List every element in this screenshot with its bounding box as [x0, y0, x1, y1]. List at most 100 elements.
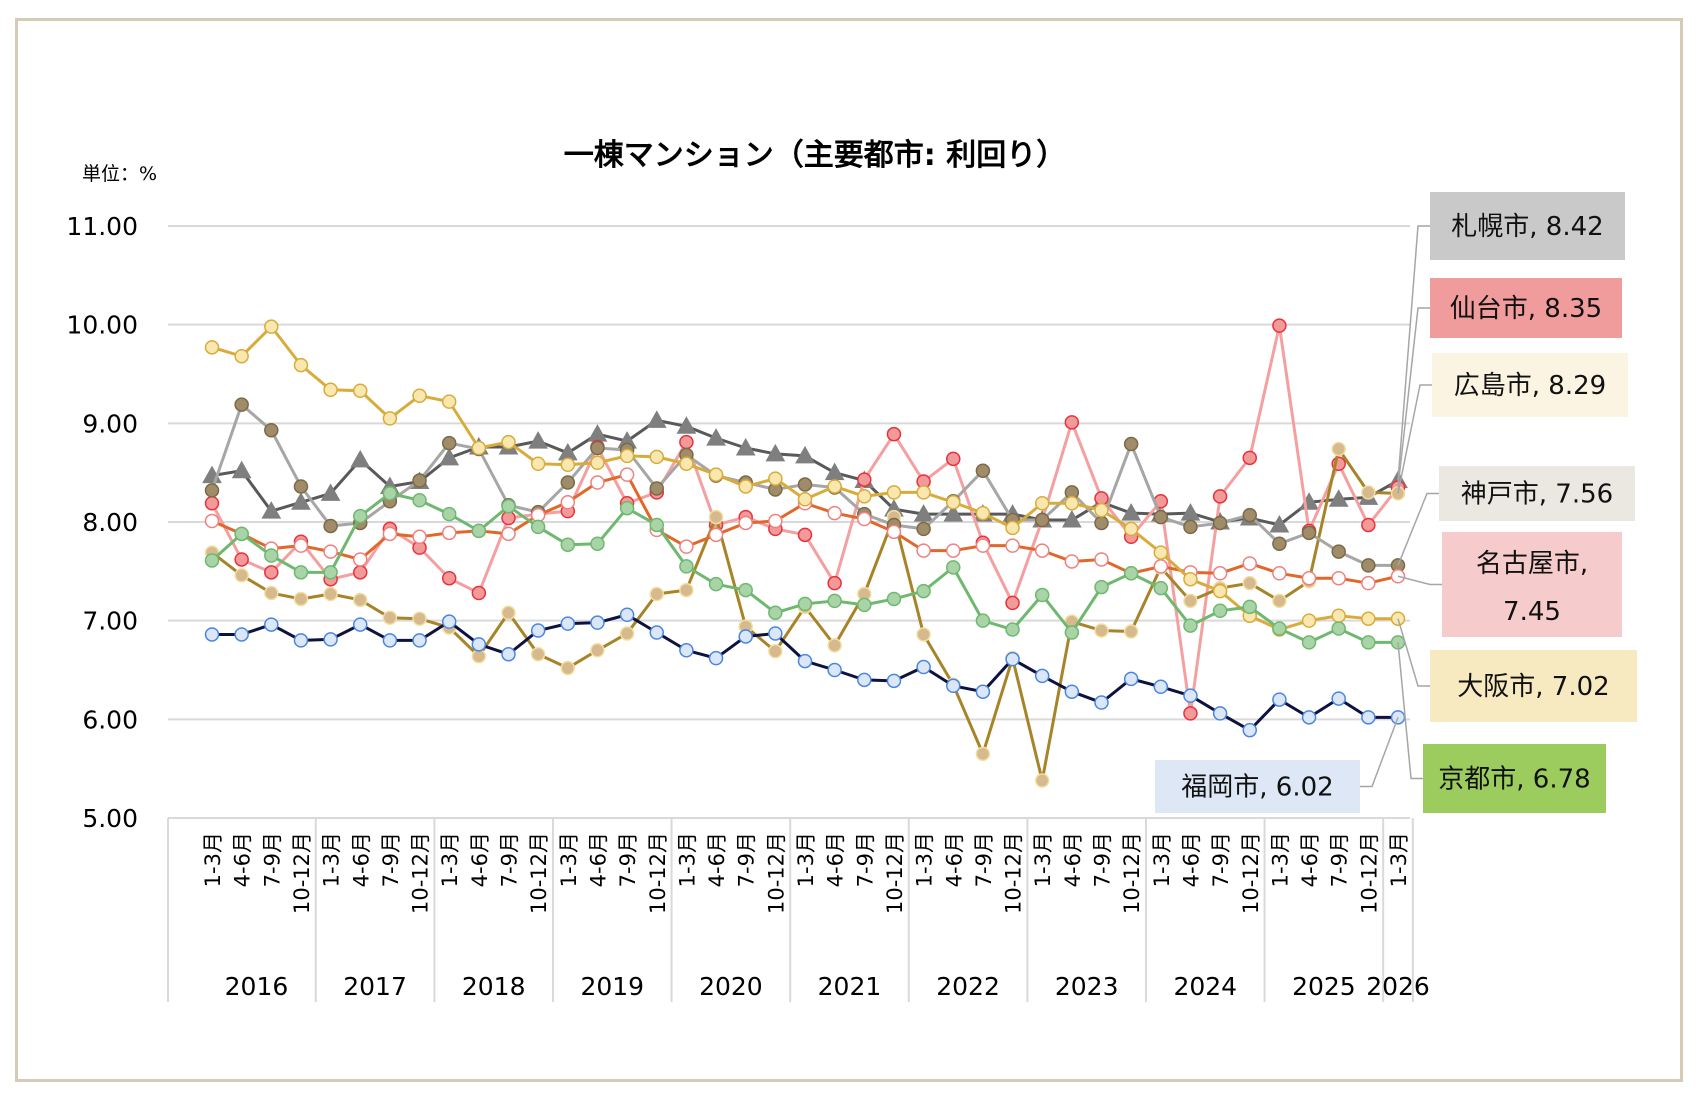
data-point — [1361, 575, 1376, 591]
data-point — [916, 583, 931, 599]
data-point — [679, 539, 694, 554]
data-point — [827, 575, 842, 591]
x-tick-label: 4-6月 — [349, 832, 373, 887]
data-point — [708, 527, 724, 543]
data-point — [1183, 571, 1198, 587]
data-point — [827, 638, 842, 653]
x-year-label: 2021 — [818, 972, 882, 1001]
data-point — [943, 504, 964, 522]
data-point — [441, 506, 457, 522]
data-point — [1361, 558, 1376, 573]
x-tick-label: 4-6月 — [1298, 832, 1322, 887]
data-point — [1034, 496, 1050, 511]
data-point — [1094, 515, 1109, 531]
x-tick-label: 10-12月 — [883, 832, 907, 914]
data-point — [1123, 566, 1139, 581]
data-point — [323, 565, 338, 580]
data-point — [946, 678, 961, 694]
data-point — [1153, 545, 1169, 560]
data-point — [1242, 575, 1257, 591]
data-point — [768, 471, 783, 486]
x-tick-label: 10-12月 — [1239, 832, 1263, 914]
data-point — [412, 611, 427, 626]
data-point — [1005, 622, 1020, 637]
y-tick-label: 10.00 — [66, 311, 138, 340]
data-point — [1034, 773, 1050, 788]
data-point — [1331, 570, 1346, 586]
data-point — [234, 568, 249, 583]
data-point — [1272, 692, 1287, 707]
data-point — [293, 565, 309, 580]
data-point — [231, 460, 252, 479]
data-point — [706, 428, 726, 446]
data-point — [382, 610, 398, 625]
label-box — [1430, 278, 1622, 338]
data-point — [1272, 536, 1287, 551]
data-point — [291, 492, 311, 510]
x-tick-label: 4-6月 — [1179, 832, 1203, 887]
data-point — [946, 560, 961, 575]
data-point — [1212, 583, 1228, 599]
data-point — [382, 486, 398, 501]
data-point — [738, 629, 753, 644]
x-tick-label: 7-9月 — [379, 832, 403, 887]
data-point — [412, 473, 427, 488]
data-point — [264, 585, 279, 601]
data-point — [471, 440, 487, 456]
data-point — [530, 519, 546, 535]
label-box — [1423, 744, 1606, 813]
data-point — [382, 633, 398, 648]
x-year-label: 2023 — [1055, 972, 1119, 1001]
data-point — [797, 477, 813, 492]
data-point — [1361, 611, 1376, 626]
data-point — [264, 548, 279, 563]
y-tick-label: 7.00 — [82, 607, 138, 636]
data-point — [1269, 514, 1290, 533]
data-point — [382, 526, 398, 542]
data-label-広島市: 広島市, 8.29 — [1397, 353, 1628, 494]
x-tick-label: 7-9月 — [260, 832, 284, 887]
data-point — [768, 644, 783, 659]
y-tick-label: 11.00 — [66, 212, 138, 241]
data-point — [1183, 519, 1198, 535]
x-tick-label: 7-9月 — [1209, 832, 1233, 887]
x-tick-label: 7-9月 — [498, 832, 522, 887]
x-tick-label: 4-6月 — [586, 832, 610, 887]
data-point — [857, 597, 872, 613]
data-point — [679, 456, 694, 472]
x-tick-label: 4-6月 — [824, 832, 848, 887]
data-point — [795, 445, 815, 464]
leader-line — [1397, 384, 1432, 494]
data-point — [439, 447, 460, 466]
data-point — [587, 424, 608, 442]
x-year-label: 2020 — [699, 972, 763, 1001]
data-point — [441, 570, 457, 586]
x-tick-label: 7-9月 — [616, 832, 640, 887]
data-label-福岡市: 福岡市, 6.02 — [1155, 717, 1399, 813]
data-point — [679, 559, 694, 574]
data-label-札幌市: 札幌市, 8.42 — [1397, 192, 1625, 481]
data-point — [530, 646, 546, 662]
data-point — [320, 483, 341, 501]
data-point — [1361, 485, 1376, 500]
data-point — [708, 650, 724, 666]
x-tick-label: 4-6月 — [705, 832, 729, 887]
x-year-label: 2025 — [1292, 972, 1356, 1001]
x-tick-label: 1-3月 — [794, 832, 818, 887]
data-point — [824, 462, 845, 481]
x-year-label: 2024 — [1173, 972, 1237, 1001]
data-point — [886, 426, 902, 442]
data-point — [738, 479, 753, 494]
data-point — [1123, 436, 1139, 452]
y-tick-label: 9.00 — [82, 409, 138, 438]
data-point — [975, 746, 991, 762]
series-福岡市 — [204, 607, 1406, 738]
data-point — [590, 440, 605, 456]
data-point — [441, 525, 457, 541]
data-point — [946, 451, 961, 467]
label-text: 神戸市, 7.56 — [1461, 480, 1613, 510]
x-tick-label: 10-12月 — [1002, 832, 1026, 914]
data-point — [293, 633, 309, 648]
data-point — [765, 443, 786, 462]
data-point — [590, 455, 605, 471]
